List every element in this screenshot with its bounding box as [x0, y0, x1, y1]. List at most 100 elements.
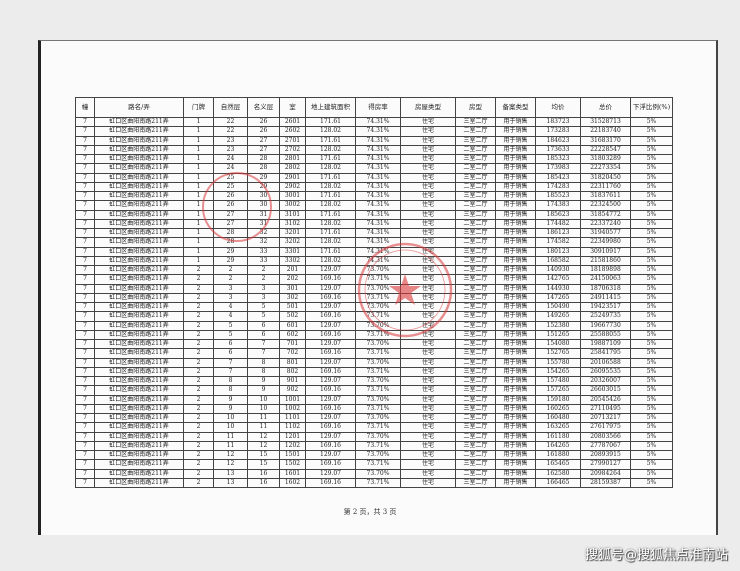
table-cell: 18189898 — [580, 264, 631, 276]
header-cell: 名义层 — [247, 97, 280, 118]
table-cell: 二室二厅 — [455, 181, 496, 193]
table-cell: 31 — [247, 209, 280, 220]
table-cell: 7 — [75, 320, 95, 331]
table-cell: 1 — [183, 255, 214, 267]
table-cell: 用于销售 — [495, 422, 536, 433]
table-cell: 用于销售 — [495, 126, 536, 137]
table-cell: 2 — [183, 468, 214, 479]
table-cell: 5% — [630, 181, 673, 193]
table-cell: 住宅 — [400, 338, 456, 350]
table-cell: 2 — [183, 264, 214, 276]
table-cell: 801 — [279, 357, 306, 368]
table-cell: 三室二厅 — [455, 477, 496, 489]
table-cell: 三室二厅 — [455, 116, 496, 128]
table-cell: 2 — [247, 264, 280, 276]
table-cell: 7 — [75, 274, 95, 285]
table-cell: 用于销售 — [495, 468, 536, 479]
table-cell: 74.31% — [355, 181, 401, 193]
table-cell: 8 — [213, 385, 248, 396]
table-cell: 73.71% — [355, 329, 401, 341]
table-cell: 住宅 — [400, 375, 456, 387]
table-cell: 三室二厅 — [455, 385, 496, 396]
table-row: 7 虹口区曲阳南路211弄 2 4 5 501 129.07 73.70% 住宅 二室二厅 用于销售… — [75, 301, 673, 313]
table-cell: 三室二厅 — [455, 274, 496, 285]
table-cell: 802 — [279, 366, 306, 378]
table-cell: 129.07 — [305, 357, 356, 368]
table-cell: 129.07 — [305, 412, 356, 424]
table-cell: 174383 — [535, 200, 581, 211]
table-cell: 169.16 — [305, 477, 356, 489]
table-cell: 用于销售 — [495, 227, 536, 239]
table-cell: 7 — [75, 218, 95, 230]
table-cell: 28 — [213, 237, 248, 248]
table-cell: 1 — [183, 135, 214, 146]
table-cell: 24 — [213, 153, 248, 165]
table-cell: 185523 — [535, 190, 581, 202]
table-cell: 180123 — [535, 246, 581, 257]
table-cell: 6 — [213, 338, 248, 350]
table-cell: 74.31% — [355, 209, 401, 220]
table-cell: 8 — [247, 366, 280, 378]
table-cell: 用于销售 — [495, 274, 536, 285]
table-cell: 8 — [247, 357, 280, 368]
table-cell: 3001 — [279, 190, 306, 202]
table-cell: 5% — [630, 440, 673, 452]
table-cell: 21581860 — [580, 255, 631, 267]
table-cell: 住宅 — [400, 431, 456, 442]
table-row: 7 虹口区曲阳南路211弄 1 23 27 2702 128.02 74.31% 住宅 二室二厅用… — [75, 144, 673, 156]
table-cell: 住宅 — [400, 209, 456, 220]
table-cell: 7 — [75, 116, 95, 128]
table-cell: 虹口区曲阳南路211弄 — [94, 357, 184, 368]
table-cell: 住宅 — [400, 153, 456, 165]
table-cell: 73.70% — [355, 283, 401, 294]
table-cell: 1 — [183, 237, 214, 248]
table-cell: 住宅 — [400, 274, 456, 285]
table-cell: 虹口区曲阳南路211弄 — [94, 301, 184, 313]
table-cell: 用于销售 — [495, 440, 536, 452]
table-cell: 701 — [279, 338, 306, 350]
table-cell: 虹口区曲阳南路211弄 — [94, 172, 184, 183]
table-row: 7 虹口区曲阳南路211弄 2 12 15 1501 129.07 73.70% 住宅 二室二厅用… — [75, 449, 673, 461]
table-cell: 2901 — [279, 172, 306, 183]
table-cell: 1 — [183, 181, 214, 193]
table-cell: 三室二厅 — [455, 227, 496, 239]
table-cell: 29 — [213, 255, 248, 267]
table-cell: 2 — [183, 477, 214, 489]
table-cell: 28 — [247, 163, 280, 174]
table-cell: 173283 — [535, 126, 581, 137]
table-cell: 7 — [75, 153, 95, 165]
table-cell: 虹口区曲阳南路211弄 — [94, 477, 184, 489]
table-cell: 73.71% — [355, 348, 401, 359]
table-cell: 902 — [279, 385, 306, 396]
table-cell: 7 — [213, 366, 248, 378]
table-cell: 三室二厅 — [455, 348, 496, 359]
table-cell: 901 — [279, 375, 306, 387]
table-cell: 7 — [75, 338, 95, 350]
table-cell: 171.61 — [305, 135, 356, 146]
table-cell: 74.31% — [355, 126, 401, 137]
table-cell: 74.31% — [355, 200, 401, 211]
table-cell: 2 — [183, 366, 214, 378]
table-row: 7 虹口区曲阳南路211弄 1 24 28 2801 171.61 74.31% 住宅 三室二厅用… — [75, 153, 673, 165]
table-cell: 住宅 — [400, 163, 456, 174]
table-cell: 1 — [183, 246, 214, 257]
table-cell: 5% — [630, 338, 673, 350]
table-cell: 3 — [213, 283, 248, 294]
header-cell: 幢 — [75, 97, 95, 118]
table-cell: 二室二厅 — [455, 218, 496, 230]
table-cell: 20803566 — [580, 431, 631, 442]
table-cell: 三室二厅 — [455, 329, 496, 341]
table-cell: 二室二厅 — [455, 237, 496, 248]
table-cell: 5% — [630, 431, 673, 442]
table-cell: 22337240 — [580, 218, 631, 230]
table-cell: 7 — [75, 237, 95, 248]
table-cell: 5% — [630, 348, 673, 359]
table-row: 7 虹口区曲阳南路211弄 1 28 32 3202 128.02 74.31% 住宅 二室二厅用… — [75, 237, 673, 248]
table-cell: 住宅 — [400, 422, 456, 433]
table-row: 7 虹口区曲阳南路211弄 1 24 28 2802 128.02 74.31% 住宅 二室二厅用… — [75, 163, 673, 174]
table-cell: 30910917 — [580, 246, 631, 257]
table-cell: 74.31% — [355, 135, 401, 146]
table-cell: 用于销售 — [495, 431, 536, 442]
table-cell: 152765 — [535, 348, 581, 359]
